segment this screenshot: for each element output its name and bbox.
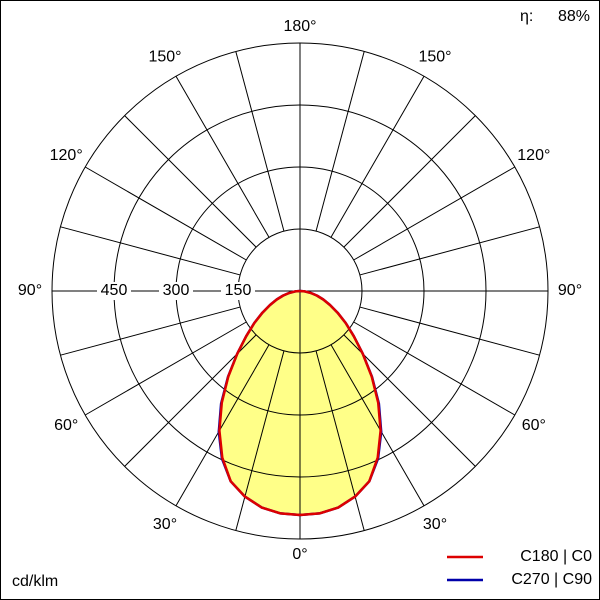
legend-label: C180 | C0 <box>520 548 592 565</box>
grid-spoke <box>175 75 270 238</box>
grid-spoke <box>359 226 540 276</box>
efficiency-value: 88% <box>558 8 590 25</box>
angle-tick-label: 150° <box>418 48 451 65</box>
grid-spoke <box>124 115 257 248</box>
grid-spoke <box>60 226 241 276</box>
angle-tick-label: 30° <box>153 516 177 533</box>
grid-spoke <box>353 166 516 261</box>
unit-label: cd/klm <box>12 573 58 590</box>
grid-spoke <box>315 350 365 531</box>
grid-spoke <box>124 334 257 467</box>
angle-tick-label: 0° <box>292 546 307 563</box>
angle-tick-label: 150° <box>148 48 181 65</box>
grid-spoke <box>353 321 516 416</box>
grid-spoke <box>359 306 540 356</box>
grid-spoke <box>343 115 476 248</box>
series-line <box>218 289 301 517</box>
grid-spoke <box>330 75 425 238</box>
r-tick-label: 450 <box>101 282 128 299</box>
grid-spoke <box>235 51 285 232</box>
angle-tick-label: 90° <box>558 282 582 299</box>
grid-spoke <box>84 321 247 416</box>
grid-spoke <box>343 334 476 467</box>
angle-tick-label: 120° <box>50 147 83 164</box>
grid-spoke <box>84 166 247 261</box>
grid-spoke <box>175 344 270 507</box>
angle-tick-label: 120° <box>517 147 550 164</box>
grid-spoke <box>235 350 285 531</box>
efficiency-label: η: <box>520 8 533 25</box>
angle-tick-label: 90° <box>18 282 42 299</box>
angle-tick-label: 30° <box>423 516 447 533</box>
grid-spoke <box>315 51 365 232</box>
angle-tick-label: 180° <box>283 18 316 35</box>
area <box>300 291 381 515</box>
grid-spoke <box>330 344 425 507</box>
r-tick-label: 150 <box>225 282 252 299</box>
legend-label: C270 | C90 <box>511 571 592 588</box>
angle-tick-label: 60° <box>54 417 78 434</box>
r-tick-bg <box>221 282 255 300</box>
angle-tick-label: 60° <box>522 417 546 434</box>
r-tick-bg <box>159 282 193 300</box>
r-tick-label: 300 <box>163 282 190 299</box>
area <box>219 291 300 515</box>
r-tick-bg <box>97 282 131 300</box>
grid-spoke <box>60 306 241 356</box>
series-line <box>299 289 382 517</box>
